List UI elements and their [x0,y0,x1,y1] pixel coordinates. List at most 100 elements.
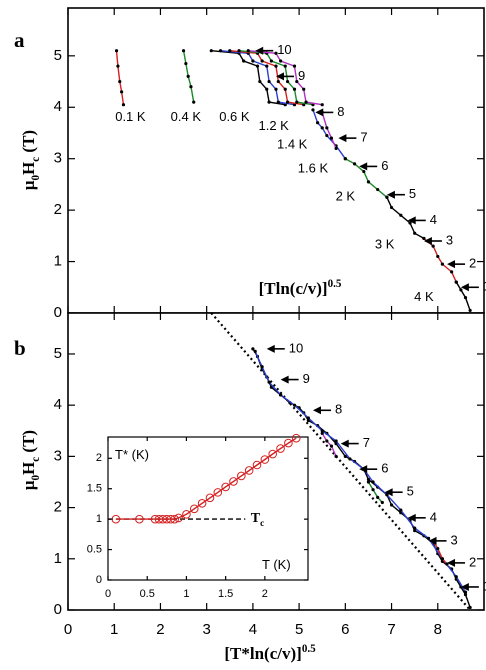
data-point [268,449,278,459]
step-label: 7 [363,435,370,450]
y-tick-label: 2 [54,201,62,218]
y-axis-label-part: 0 [30,174,42,180]
data-point [267,79,271,84]
y-axis-label-part: (T) [19,430,38,457]
data-point [399,508,403,512]
data-point [316,121,320,125]
data-point [311,108,315,112]
temperature-label: 1.6 K [298,160,329,175]
series-line [312,109,346,160]
data-point [269,59,273,63]
x-tick-label: 6 [341,621,349,638]
x-tick-label: 0 [105,588,111,600]
data-point [253,349,257,354]
y-axis-label: μ0Hc (T) [19,430,42,490]
data-point [463,593,468,597]
data-point [325,126,329,130]
arrow-head [447,558,456,567]
data-point [279,393,283,397]
arrow-head [447,260,456,269]
data-point [242,59,246,63]
data-point [221,482,230,492]
data-point [463,295,468,300]
data-point [292,64,297,68]
data-point [343,157,347,161]
data-point [284,438,293,448]
arrow-head [359,465,368,474]
y-axis-label-part: H [19,462,38,475]
data-point [285,79,290,84]
data-point [454,280,458,284]
data-point [320,429,324,433]
data-point [292,403,297,407]
data-point [459,288,463,292]
temperature-label: 4 K [414,289,434,304]
arrow-head [280,375,289,384]
step-label: 1 [483,578,486,593]
y-tick-label: 0 [54,304,62,321]
y-tick-label: 2 [96,452,102,464]
data-point [267,380,271,384]
data-point [376,495,380,499]
data-point [334,454,338,458]
step-label: 1 [483,279,486,294]
data-point [244,466,254,475]
x-tick-label: 8 [434,621,442,638]
temperature-label: 0.4 K [171,109,202,124]
data-point [181,49,186,53]
arrow-head [460,582,469,591]
data-point [189,504,199,514]
y-tick-label: 1 [54,550,62,567]
y-axis-label-part: (T) [19,130,38,157]
x-axis-label-part: 0.5 [302,643,316,655]
x-tick-label: 1 [110,621,118,638]
x-axis-label: T (K) [262,557,291,572]
data-point [380,500,384,505]
data-point [114,49,119,53]
data-point [334,439,338,443]
panel-letter: a [14,28,25,52]
series-line [386,197,425,240]
x-axis-label-part: T (K) [262,557,291,572]
data-point [366,480,371,484]
y-tick-label: 1.5 [87,483,102,495]
data-point [454,575,458,579]
data-point [276,100,280,104]
y-tick-label: 3 [54,150,62,167]
data-point [422,236,426,241]
plot-frame [107,436,309,581]
step-label: 8 [335,402,342,417]
arrow-head [312,406,321,415]
data-point [325,439,329,443]
series-line [432,540,448,565]
data-point [265,64,269,68]
arrow-head [386,190,395,199]
data-point [426,536,431,540]
x-axis-label-part: [Tln(c/v)] [259,279,328,298]
series-line [367,481,383,503]
data-point [260,455,270,464]
data-point [258,79,262,84]
y-axis-label-part: H [19,162,38,175]
y-axis-label-part: μ [19,180,38,190]
data-point [468,605,472,610]
y-axis-label: μ0Hc (T) [19,130,42,190]
data-point [366,477,371,482]
data-point [255,64,260,68]
data-point [399,213,403,217]
data-point [325,133,329,138]
arrow-head [340,439,349,448]
arrow-head [338,134,347,143]
data-point [468,308,472,313]
data-point [274,64,278,68]
data-point [463,590,468,594]
data-point [295,100,299,104]
series-line [455,281,471,311]
data-point [352,162,357,166]
y-axis-label: T* (K) [115,447,149,462]
step-label: 10 [289,340,303,355]
plot-frame [67,7,485,314]
data-point [413,231,417,235]
data-point [320,103,324,107]
series-line [210,312,471,611]
